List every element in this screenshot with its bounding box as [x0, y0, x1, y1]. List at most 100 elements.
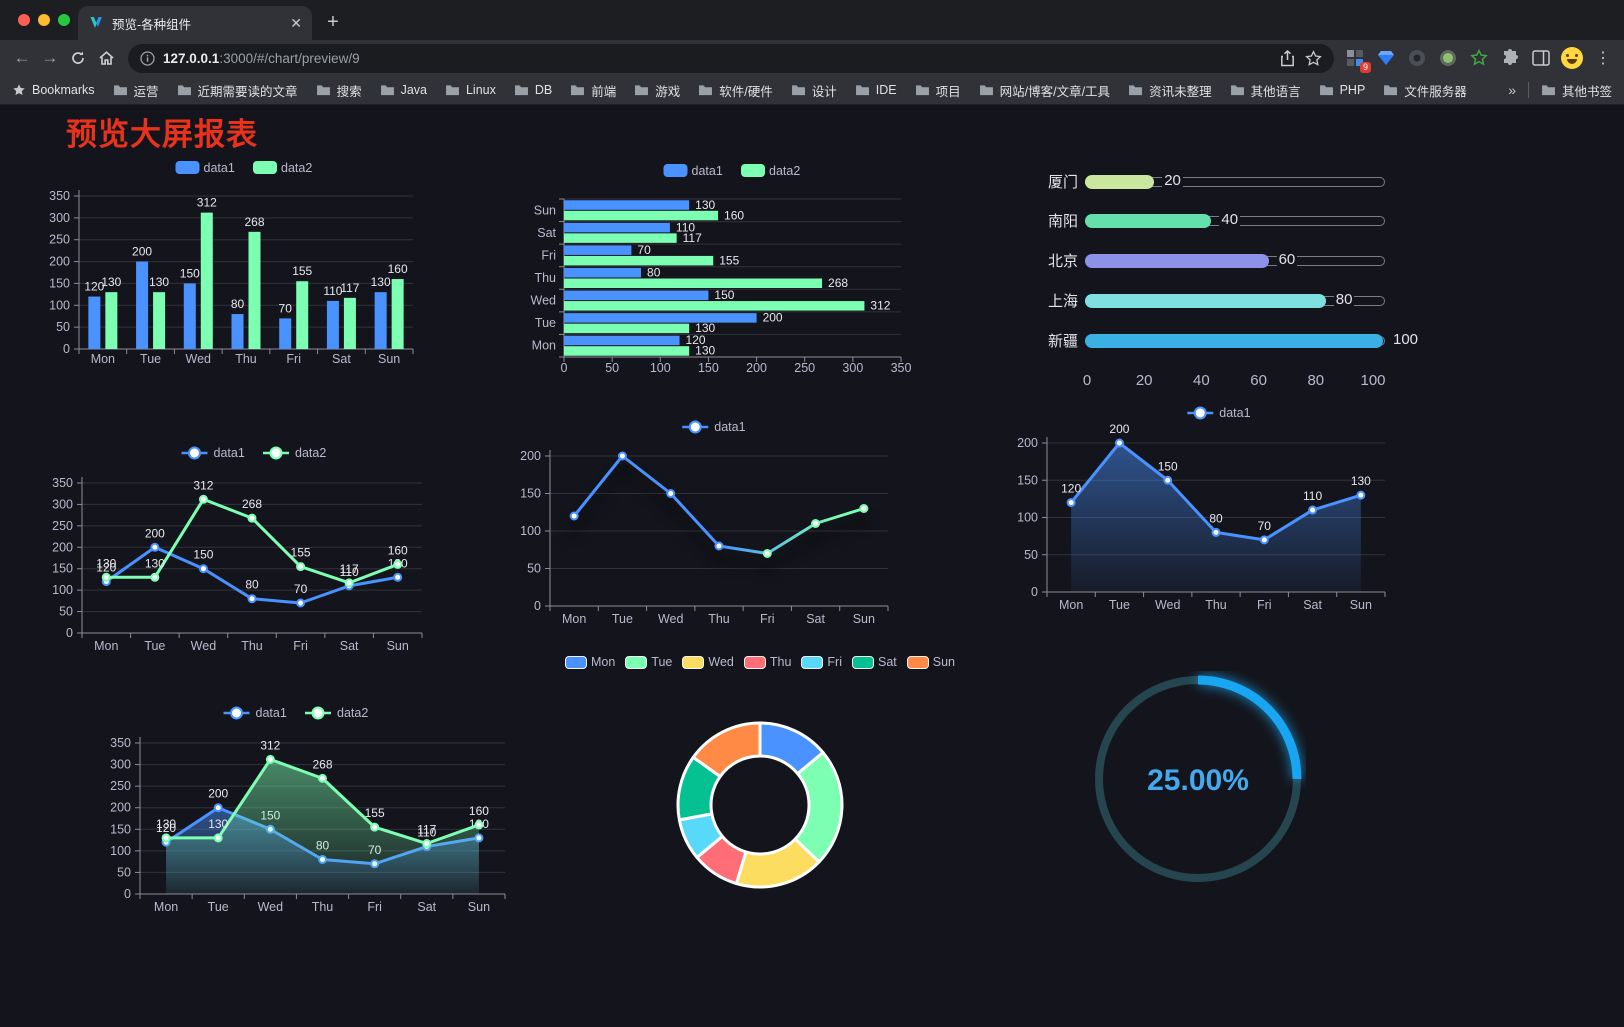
- legend-item[interactable]: Thu: [743, 655, 791, 669]
- window-close-button[interactable]: [18, 14, 30, 26]
- data-point[interactable]: [1259, 535, 1269, 545]
- data-point[interactable]: [1114, 438, 1124, 448]
- data-point[interactable]: [393, 559, 403, 569]
- progress-fill[interactable]: [1085, 175, 1155, 189]
- proxy-extension-icon[interactable]: 9: [1342, 45, 1371, 73]
- data-point[interactable]: [811, 519, 821, 528]
- data-point[interactable]: [1211, 527, 1221, 537]
- bar[interactable]: [343, 297, 356, 349]
- browser-tab[interactable]: 预览-各种组件 ✕: [78, 6, 312, 40]
- bar[interactable]: [326, 300, 339, 349]
- bookmark-folder[interactable]: 前端: [570, 81, 616, 100]
- bookmark-folder[interactable]: 网站/博客/文章/工具: [979, 81, 1110, 100]
- legend-item[interactable]: data2: [305, 706, 368, 720]
- legend-item[interactable]: data1: [175, 161, 235, 175]
- bookmark-folder[interactable]: 软件/硬件: [698, 81, 773, 100]
- data-point[interactable]: [213, 803, 223, 813]
- tab-close-icon[interactable]: ✕: [290, 14, 302, 31]
- bar[interactable]: [564, 278, 823, 289]
- bar[interactable]: [183, 283, 196, 349]
- data-point[interactable]: [1066, 498, 1076, 508]
- bar[interactable]: [248, 231, 261, 349]
- legend-item[interactable]: data1: [223, 706, 287, 720]
- bar[interactable]: [564, 268, 642, 278]
- data-point[interactable]: [859, 504, 869, 513]
- bar[interactable]: [564, 290, 709, 301]
- share-icon[interactable]: [1280, 49, 1295, 67]
- sidebar-panel-icon[interactable]: [1528, 45, 1554, 71]
- bar[interactable]: [391, 279, 404, 349]
- data-point[interactable]: [762, 549, 772, 558]
- legend-item[interactable]: data2: [253, 161, 312, 175]
- data-point[interactable]: [296, 562, 306, 572]
- site-info-icon[interactable]: [140, 50, 155, 66]
- bar[interactable]: [564, 323, 690, 334]
- data-point[interactable]: [265, 754, 275, 764]
- url-text[interactable]: 127.0.0.1:3000/#/chart/preview/9: [163, 51, 1272, 66]
- bar[interactable]: [564, 200, 690, 210]
- legend-item[interactable]: data1: [682, 420, 746, 434]
- pie-slice[interactable]: [691, 721, 762, 778]
- address-bar[interactable]: 127.0.0.1:3000/#/chart/preview/9: [128, 43, 1334, 73]
- bookmark-folder[interactable]: 运营: [113, 81, 159, 100]
- data-point[interactable]: [161, 833, 171, 843]
- reload-button[interactable]: [64, 44, 92, 72]
- round-extension-icon[interactable]: [1404, 45, 1430, 71]
- bookmark-folder[interactable]: 项目: [915, 81, 961, 100]
- bar[interactable]: [105, 292, 118, 349]
- profile-avatar[interactable]: [1559, 45, 1585, 71]
- data-point[interactable]: [198, 564, 208, 574]
- gem-extension-icon[interactable]: [1373, 45, 1399, 71]
- other-bookmarks-folder[interactable]: 其他书签: [1541, 81, 1612, 100]
- data-point[interactable]: [1356, 490, 1366, 500]
- bookmark-folder[interactable]: 游戏: [634, 81, 680, 100]
- bookmark-folder[interactable]: 近期需要读的文章: [177, 81, 298, 100]
- back-button[interactable]: ←: [13, 48, 31, 67]
- data-point[interactable]: [422, 839, 432, 849]
- bookmark-folder[interactable]: 文件服务器: [1383, 81, 1467, 100]
- data-point[interactable]: [247, 513, 257, 523]
- bar[interactable]: [564, 245, 632, 255]
- bookmark-folder[interactable]: 搜索: [316, 81, 362, 100]
- data-point[interactable]: [393, 572, 403, 582]
- data-point[interactable]: [370, 822, 380, 832]
- menu-icon[interactable]: ⋮: [1595, 50, 1611, 67]
- star-extension-icon[interactable]: [1466, 45, 1492, 71]
- data-point[interactable]: [247, 594, 257, 604]
- bar[interactable]: [564, 335, 680, 346]
- bookmark-folder[interactable]: 设计: [791, 81, 837, 100]
- window-minimize-button[interactable]: [38, 14, 50, 26]
- bookmark-folder[interactable]: Java: [380, 81, 427, 100]
- bookmarks-manager-item[interactable]: Bookmarks: [12, 83, 95, 97]
- puzzle-extensions-icon[interactable]: [1497, 45, 1523, 71]
- legend-item[interactable]: data1: [663, 164, 723, 178]
- bookmark-star-icon[interactable]: [1305, 49, 1322, 67]
- bar[interactable]: [564, 346, 690, 356]
- legend-item[interactable]: Mon: [564, 655, 615, 669]
- legend-item[interactable]: Wed: [682, 655, 734, 669]
- data-point[interactable]: [474, 820, 484, 830]
- legend-item[interactable]: data2: [741, 164, 800, 178]
- bookmarks-overflow-chevron[interactable]: »: [1508, 82, 1516, 98]
- bookmark-folder[interactable]: DB: [514, 81, 552, 100]
- progress-fill[interactable]: [1085, 294, 1326, 308]
- legend-item[interactable]: Sun: [906, 655, 955, 669]
- bookmark-folder[interactable]: 资讯未整理: [1128, 81, 1212, 100]
- data-point[interactable]: [666, 489, 676, 498]
- data-point[interactable]: [617, 451, 627, 461]
- bar[interactable]: [564, 313, 757, 323]
- bar[interactable]: [564, 222, 670, 233]
- bookmark-folder[interactable]: IDE: [855, 81, 897, 100]
- data-point[interactable]: [150, 542, 160, 552]
- data-point[interactable]: [714, 541, 724, 551]
- bar[interactable]: [153, 292, 166, 349]
- bar[interactable]: [564, 255, 714, 266]
- bar[interactable]: [136, 261, 149, 349]
- bookmark-folder[interactable]: 其他语言: [1230, 81, 1301, 100]
- window-zoom-button[interactable]: [58, 14, 70, 26]
- data-point[interactable]: [1308, 505, 1318, 515]
- data-point[interactable]: [198, 494, 208, 504]
- bar[interactable]: [564, 233, 677, 243]
- data-point[interactable]: [318, 773, 327, 783]
- green-dot-extension-icon[interactable]: [1435, 45, 1461, 71]
